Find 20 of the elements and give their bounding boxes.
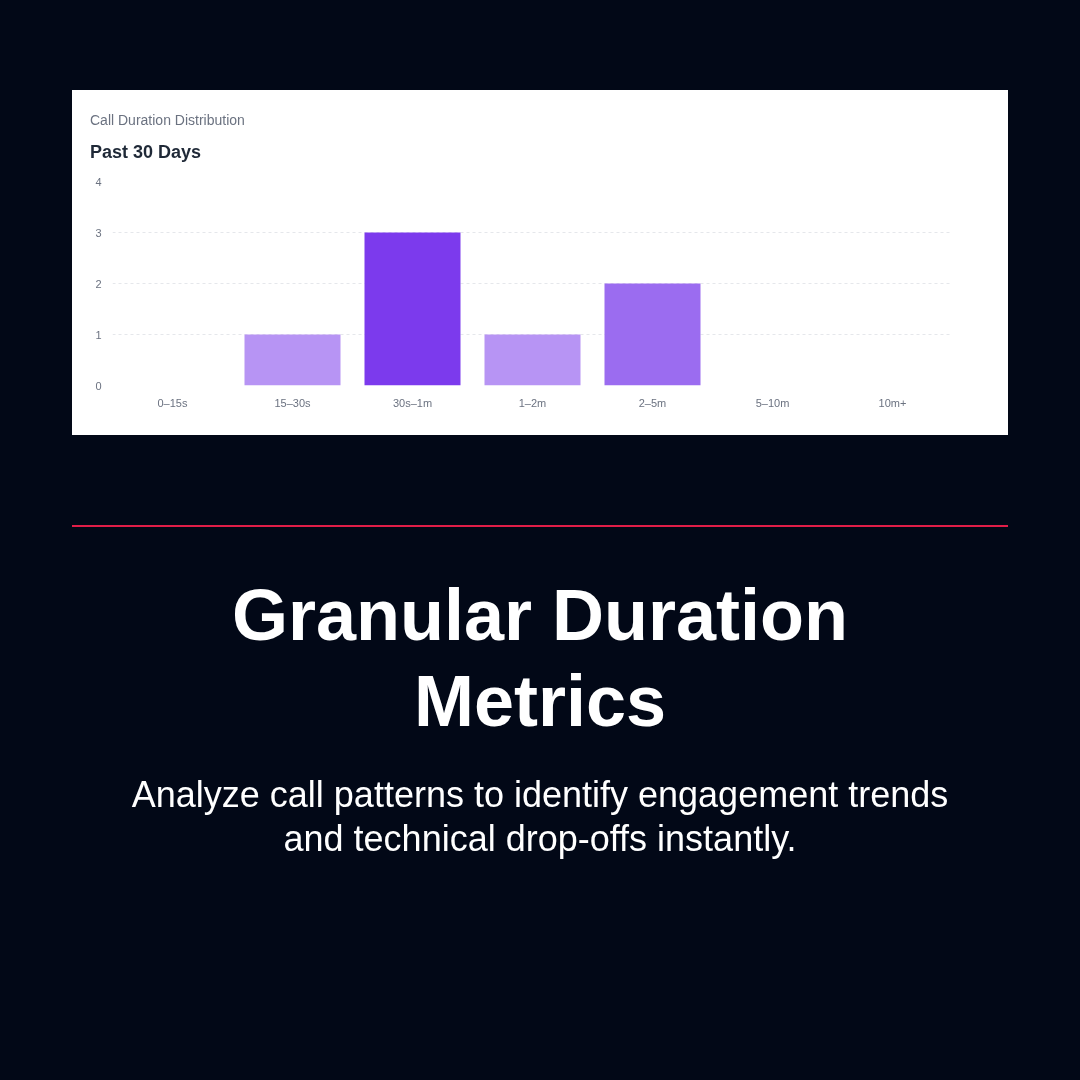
- x-tick-label: 0–15s: [157, 396, 188, 409]
- bar: [604, 283, 701, 386]
- x-tick-label: 15–30s: [274, 396, 312, 409]
- text: Analyze call patterns to identify engagement trends and technical drop-offs instantly.: [130, 773, 950, 860]
- x-tick-label: 10m+: [878, 396, 907, 409]
- chart-subtitle: Past 30 Days: [90, 141, 202, 164]
- y-tick-label: 1: [95, 328, 102, 341]
- text: Granular Duration Metrics: [230, 573, 850, 744]
- x-tick-label: 30s–1m: [392, 396, 433, 409]
- x-tick-label: 2–5m: [638, 396, 667, 409]
- bar: [244, 334, 341, 386]
- bar: [364, 232, 461, 386]
- chart-title: Call Duration Distribution: [90, 111, 245, 130]
- y-tick-label: 0: [95, 379, 102, 392]
- y-tick-label: 2: [95, 277, 102, 290]
- y-tick-label: 4: [95, 175, 102, 188]
- x-tick-label: 1–2m: [518, 396, 547, 409]
- x-tick-label: 5–10m: [755, 396, 790, 409]
- bar: [484, 334, 581, 386]
- y-tick-label: 3: [95, 226, 102, 239]
